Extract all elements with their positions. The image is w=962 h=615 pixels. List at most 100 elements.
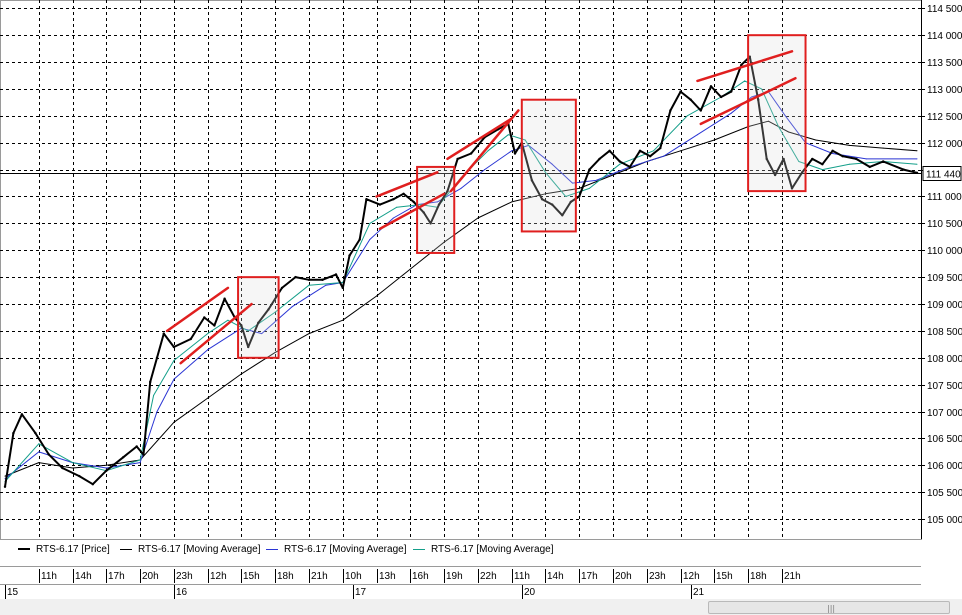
time-tick — [377, 569, 378, 583]
price-point — [247, 345, 250, 349]
time-tick — [140, 569, 141, 583]
moving-average-point — [369, 222, 371, 224]
price-point — [294, 275, 297, 279]
y-tick-label: 108 500 — [927, 327, 962, 338]
price-point — [78, 474, 81, 478]
legend-label: RTS-6.17 [Moving Average] — [284, 544, 407, 555]
channel-line — [449, 109, 520, 193]
moving-average-point — [544, 193, 546, 195]
price-point — [446, 189, 449, 193]
moving-average-point — [713, 139, 715, 141]
price-point — [801, 171, 804, 174]
y-tick-label: 114 500 — [927, 4, 962, 15]
moving-average-point — [105, 467, 107, 469]
hour-label: 11h — [514, 571, 530, 582]
moving-average-point — [744, 80, 746, 82]
price-point — [378, 203, 382, 206]
price-point — [412, 200, 415, 204]
price-point — [855, 157, 858, 161]
moving-average-point — [511, 150, 513, 152]
price-point — [392, 198, 395, 201]
price-point — [569, 200, 572, 204]
price-point — [437, 203, 441, 206]
time-tick — [241, 569, 242, 583]
moving-average-point — [409, 268, 411, 270]
day-label: 16 — [176, 587, 188, 598]
legend-item-ma-black: RTS-6.17 [Moving Average] — [120, 544, 260, 555]
time-tick — [39, 569, 40, 583]
moving-average-point — [882, 147, 884, 149]
moving-average-point — [396, 206, 398, 208]
horizontal-scrollbar[interactable]: ||| — [0, 599, 962, 615]
price-point — [213, 324, 216, 327]
moving-average-point — [274, 311, 276, 313]
moving-average-point — [507, 134, 509, 136]
moving-average-point — [788, 131, 790, 133]
moving-average-point — [653, 150, 654, 152]
y-tick-label: 112 500 — [927, 112, 962, 123]
moving-average-point — [798, 161, 800, 162]
moving-average-point — [173, 378, 175, 380]
price-point — [240, 324, 243, 327]
y-tick-label: 110 500 — [927, 219, 962, 230]
moving-average-point — [815, 139, 817, 141]
highlight-box — [520, 98, 577, 233]
moving-average-point — [261, 333, 263, 335]
price-point — [105, 469, 108, 472]
moving-average-point — [524, 139, 526, 141]
moving-average-point — [916, 158, 918, 160]
moving-average-point — [619, 163, 621, 165]
moving-average-point — [578, 187, 580, 189]
price-point — [882, 160, 885, 163]
price-point — [868, 165, 871, 169]
price-point — [578, 195, 581, 198]
scrollbar-thumb[interactable]: ||| — [708, 601, 950, 614]
price-point — [307, 278, 311, 281]
time-tick — [512, 569, 513, 583]
time-tick — [73, 569, 74, 583]
moving-average-point — [551, 163, 553, 165]
moving-average-point — [105, 464, 107, 466]
channel-line — [375, 171, 439, 198]
hour-label: 16h — [412, 571, 429, 582]
hour-label: 20h — [615, 571, 632, 582]
time-tick — [681, 569, 682, 583]
moving-average-point — [544, 171, 546, 173]
moving-average-point — [784, 115, 786, 117]
y-tick-label: 106 500 — [927, 434, 962, 445]
price-point — [456, 157, 459, 161]
time-tick — [106, 569, 107, 583]
moving-average-point — [832, 153, 834, 154]
price-point — [608, 149, 611, 152]
moving-average-point — [369, 239, 371, 240]
price-point — [513, 152, 517, 155]
last-price-box — [922, 166, 962, 181]
moving-average-point — [247, 330, 249, 332]
moving-average-point — [477, 217, 479, 219]
time-tick — [174, 585, 175, 599]
price-point — [765, 157, 768, 161]
price-point — [334, 273, 338, 276]
moving-average-point — [173, 360, 175, 361]
moving-average-point — [686, 115, 688, 117]
moving-average-point — [572, 182, 573, 184]
time-tick — [309, 569, 310, 583]
moving-average-point — [291, 306, 293, 308]
last-price-label: 111 440 — [926, 170, 961, 181]
time-tick — [343, 569, 344, 583]
price-point — [365, 198, 368, 201]
moving-average-point — [308, 333, 310, 335]
moving-average-point — [4, 475, 6, 477]
moving-average-point — [308, 284, 310, 286]
hour-label: 12h — [683, 571, 700, 582]
day-label: 15 — [7, 587, 19, 598]
moving-average-point — [207, 349, 209, 351]
price-point — [757, 98, 760, 101]
hour-label: 15h — [243, 571, 260, 582]
channel-line — [378, 192, 446, 231]
time-tick — [275, 569, 276, 583]
moving-average-point — [916, 150, 918, 152]
price-point — [540, 198, 544, 201]
price-point — [699, 109, 702, 112]
